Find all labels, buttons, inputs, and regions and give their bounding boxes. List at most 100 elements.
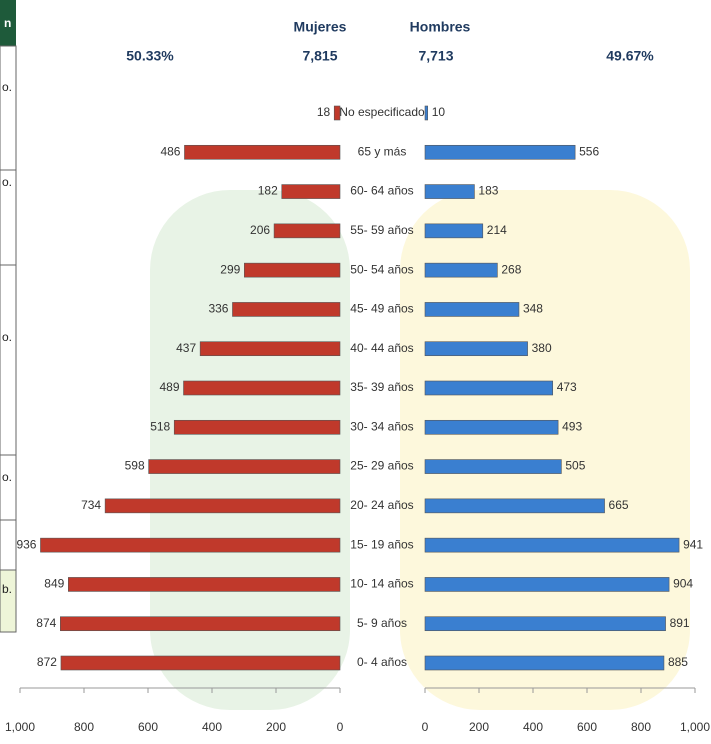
bar <box>424 577 670 592</box>
category-label: 45- 49 años <box>350 302 413 316</box>
data-label: 336 <box>208 302 228 316</box>
data-label: 505 <box>565 459 585 473</box>
bar <box>199 341 341 357</box>
bar <box>424 184 475 199</box>
x-tick-label: 1,000 <box>5 720 35 734</box>
x-tick-label: 0 <box>337 720 344 734</box>
category-label: No especificado <box>339 105 425 119</box>
data-label: 380 <box>532 341 552 355</box>
bar <box>424 498 605 514</box>
x-tick-label: 800 <box>631 720 651 734</box>
bar <box>183 380 341 396</box>
bar <box>281 184 341 199</box>
table-header-text: n <box>4 16 11 30</box>
table-header <box>0 0 16 46</box>
bar <box>424 419 559 435</box>
category-label: 5- 9 años <box>357 616 407 630</box>
category-label: 35- 39 años <box>350 380 413 394</box>
x-tick-label: 800 <box>74 720 94 734</box>
data-label: 734 <box>81 498 101 512</box>
bar <box>424 655 665 671</box>
data-label: 849 <box>44 577 64 591</box>
bar <box>40 537 341 553</box>
data-label: 182 <box>258 184 278 198</box>
data-label: 891 <box>670 616 690 630</box>
table-cell-text: o. <box>2 175 12 189</box>
bar <box>424 616 666 632</box>
category-label: 0- 4 años <box>357 655 407 669</box>
bar <box>244 262 341 278</box>
bar <box>333 105 341 121</box>
series-share: 50.33% <box>126 48 174 64</box>
bar <box>424 105 428 121</box>
data-label: 437 <box>176 341 196 355</box>
category-label: 50- 54 años <box>350 262 413 276</box>
bar <box>424 459 562 474</box>
series-total: 7,815 <box>302 48 337 64</box>
x-tick-label: 600 <box>138 720 158 734</box>
bar <box>104 498 341 514</box>
x-tick-label: 600 <box>577 720 597 734</box>
bar <box>273 223 341 239</box>
bar <box>424 341 528 357</box>
category-label: 60- 64 años <box>350 184 413 198</box>
bar <box>148 459 341 474</box>
bar <box>424 302 520 317</box>
table-cell <box>0 569 17 633</box>
data-label: 348 <box>523 302 543 316</box>
data-label: 268 <box>501 262 521 276</box>
bar <box>424 144 576 160</box>
data-label: 214 <box>487 223 507 237</box>
series-share: 49.67% <box>606 48 654 64</box>
category-label: 25- 29 años <box>350 459 413 473</box>
category-label: 65 y más <box>358 144 407 158</box>
category-label: 10- 14 años <box>350 577 413 591</box>
data-label: 885 <box>668 655 688 669</box>
data-label: 10 <box>432 105 446 119</box>
x-tick-label: 200 <box>469 720 489 734</box>
category-label: 30- 34 años <box>350 419 413 433</box>
data-label: 299 <box>220 262 240 276</box>
bar <box>424 380 554 396</box>
data-label: 489 <box>159 380 179 394</box>
x-tick-label: 400 <box>202 720 222 734</box>
data-label: 493 <box>562 419 582 433</box>
x-tick-label: 200 <box>266 720 286 734</box>
data-label: 874 <box>36 616 56 630</box>
data-label: 206 <box>250 223 270 237</box>
data-label: 904 <box>673 577 693 591</box>
series-total: 7,713 <box>418 48 453 64</box>
bar <box>60 655 341 671</box>
bar <box>424 223 484 239</box>
table-cell-text: b. <box>2 582 12 596</box>
bar <box>424 537 680 553</box>
category-label: 55- 59 años <box>350 223 413 237</box>
category-label: 20- 24 años <box>350 498 413 512</box>
data-label: 598 <box>125 459 145 473</box>
bar <box>173 419 341 435</box>
data-label: 18 <box>317 105 331 119</box>
x-tick-label: 0 <box>422 720 429 734</box>
data-label: 941 <box>683 537 703 551</box>
data-label: 518 <box>150 419 170 433</box>
table-cell-text: o. <box>2 330 12 344</box>
bar <box>60 616 341 632</box>
series-name: Mujeres <box>294 19 347 35</box>
bar <box>68 577 341 592</box>
data-label: 486 <box>160 144 180 158</box>
data-label: 556 <box>579 144 599 158</box>
x-tick-label: 400 <box>523 720 543 734</box>
data-label: 183 <box>478 184 498 198</box>
table-cell-text: o. <box>2 470 12 484</box>
bar <box>184 144 341 160</box>
data-label: 872 <box>37 655 57 669</box>
data-label: 665 <box>609 498 629 512</box>
data-label: 936 <box>16 537 36 551</box>
table-cell-text: o. <box>2 80 12 94</box>
bar <box>424 262 498 278</box>
category-label: 15- 19 años <box>350 537 413 551</box>
series-name: Hombres <box>410 19 471 35</box>
data-label: 473 <box>557 380 577 394</box>
x-tick-label: 1,000 <box>680 720 710 734</box>
